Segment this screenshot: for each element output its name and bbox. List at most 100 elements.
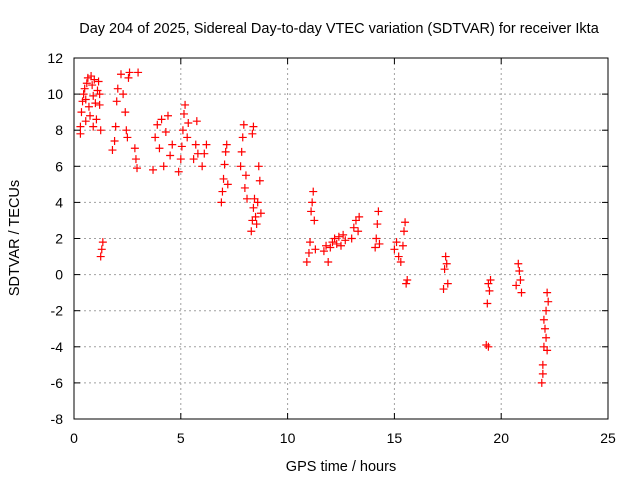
x-tick-label: 0 [70, 430, 78, 446]
y-tick-labels: -8 -6 -4 -2 0 2 4 6 8 10 12 [47, 50, 63, 427]
data-point [517, 288, 526, 297]
data-point [183, 133, 192, 142]
data-point [349, 223, 358, 232]
data-point [121, 108, 130, 117]
data-point [484, 342, 493, 351]
data-point [95, 90, 104, 99]
data-point [330, 234, 339, 243]
data-point [347, 234, 356, 243]
data-point [403, 276, 412, 285]
data-point [177, 142, 186, 151]
y-tick-label: 12 [47, 50, 63, 66]
data-point [133, 164, 142, 173]
data-point [119, 90, 128, 99]
data-point [443, 279, 452, 288]
y-tick-label: 2 [55, 231, 63, 247]
y-axis-label: SDTVAR / TECUs [7, 180, 23, 296]
data-point [238, 133, 247, 142]
data-point [239, 120, 248, 129]
data-point [398, 241, 407, 250]
data-point [168, 140, 177, 149]
grid-lines [74, 58, 608, 419]
data-point [159, 162, 168, 171]
data-point [439, 285, 448, 294]
data-point [134, 68, 143, 77]
data-point [90, 75, 99, 84]
data-point [339, 230, 348, 239]
data-point [374, 207, 383, 216]
data-point [97, 245, 106, 254]
data-point [441, 252, 450, 261]
data-point [538, 360, 547, 369]
x-tick-label: 15 [387, 430, 403, 446]
data-point [302, 257, 311, 266]
data-point [108, 146, 117, 155]
data-point [218, 187, 227, 196]
data-point [191, 140, 200, 149]
data-point [180, 109, 189, 118]
data-point [110, 137, 119, 146]
data-point [440, 265, 449, 274]
data-point [326, 243, 335, 252]
x-tick-labels: 0 5 10 15 20 25 [70, 430, 616, 446]
data-point [202, 140, 211, 149]
data-point [392, 238, 401, 247]
data-point [200, 149, 209, 158]
data-point [236, 162, 245, 171]
data-point [512, 281, 521, 290]
data-point [255, 176, 264, 185]
data-point [251, 212, 260, 221]
x-tick-label: 5 [177, 430, 185, 446]
x-tick-label: 20 [493, 430, 509, 446]
data-point [311, 245, 320, 254]
data-point [122, 126, 131, 135]
data-point [483, 299, 492, 308]
data-point [123, 133, 132, 142]
data-point [543, 288, 552, 297]
data-point [515, 266, 524, 275]
data-point [84, 102, 93, 111]
data-point [371, 243, 380, 252]
data-point [237, 147, 246, 156]
data-point [184, 118, 193, 127]
data-point [113, 84, 122, 93]
data-point [125, 68, 134, 77]
data-point [253, 198, 262, 207]
data-point [174, 167, 183, 176]
y-tick-label: -6 [51, 375, 64, 391]
data-point [222, 140, 231, 149]
data-point [95, 100, 104, 109]
data-point [249, 203, 258, 212]
data-point [241, 171, 250, 180]
data-point [192, 117, 201, 126]
y-tick-label: 8 [55, 122, 63, 138]
x-tick-label: 10 [280, 430, 296, 446]
data-point [254, 162, 263, 171]
data-point [82, 79, 91, 88]
chart-title: Day 204 of 2025, Sidereal Day-to-day VTE… [79, 21, 599, 37]
data-point [89, 122, 98, 131]
data-point [116, 70, 125, 79]
data-point [77, 108, 86, 117]
data-point [157, 115, 166, 124]
data-point [189, 155, 198, 164]
data-point [112, 97, 121, 106]
data-point [92, 115, 101, 124]
data-points [76, 68, 553, 387]
data-point [149, 165, 158, 174]
data-point [310, 216, 319, 225]
data-point [88, 81, 97, 90]
data-point [93, 86, 102, 95]
data-point [86, 111, 95, 120]
y-tick-label: 10 [47, 86, 63, 102]
data-point [307, 207, 316, 216]
data-point [309, 187, 318, 196]
data-point [181, 100, 190, 109]
data-point [542, 306, 551, 315]
y-tick-label: -8 [51, 411, 64, 427]
data-point [514, 259, 523, 268]
data-point [220, 160, 229, 169]
data-point [111, 122, 120, 131]
data-point [304, 248, 313, 257]
